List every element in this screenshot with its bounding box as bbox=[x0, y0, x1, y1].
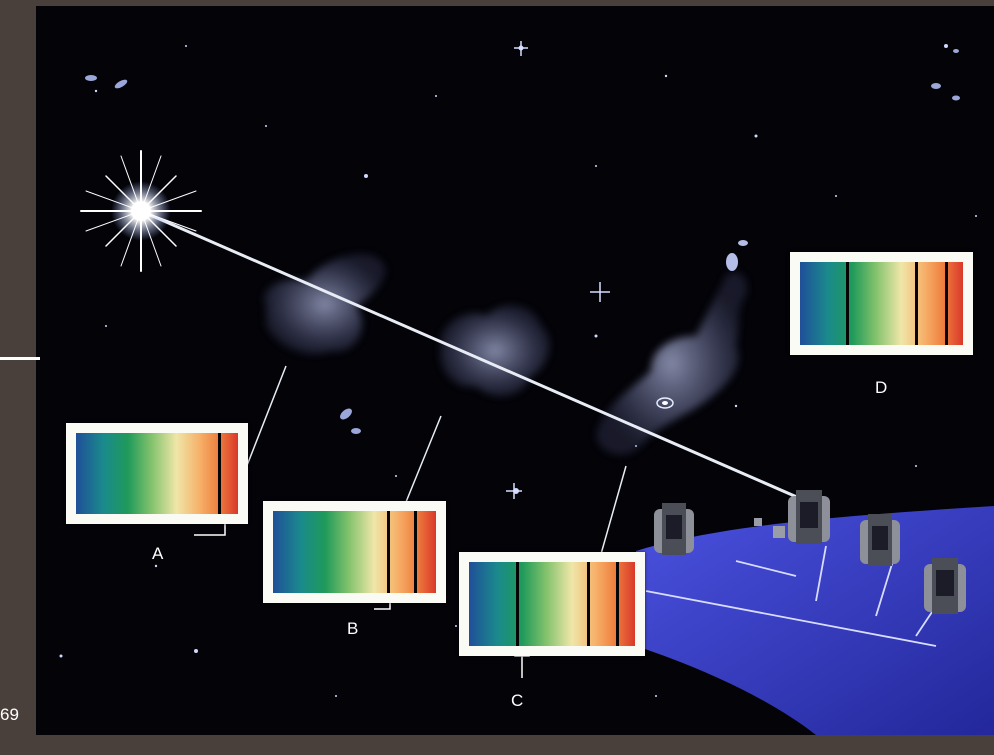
spectrum-d-bar bbox=[800, 262, 963, 345]
spectrum-c bbox=[459, 552, 645, 656]
spectrum-c-label: C bbox=[511, 691, 524, 710]
spectrum-a-bar bbox=[76, 433, 238, 514]
side-rule bbox=[0, 357, 40, 360]
spectrum-a bbox=[66, 423, 248, 524]
spectrum-d-label: D bbox=[875, 378, 888, 397]
illustration-frame: A B C D bbox=[36, 6, 994, 735]
absorption-line bbox=[587, 562, 590, 646]
gas-cloud-icon bbox=[264, 253, 747, 455]
sparkle-star bbox=[506, 41, 610, 499]
spectrum-c-bar bbox=[469, 562, 635, 646]
absorption-line bbox=[945, 262, 948, 345]
page-number: 69 bbox=[0, 705, 19, 724]
sight-line bbox=[140, 209, 807, 503]
spectrum-a-label: A bbox=[152, 544, 164, 563]
spectrum-b-bar bbox=[273, 511, 436, 593]
absorption-line bbox=[616, 562, 619, 646]
absorption-line bbox=[915, 262, 918, 345]
galaxy-icon bbox=[656, 240, 748, 409]
telescope-icon bbox=[654, 490, 966, 614]
absorption-line bbox=[846, 262, 849, 345]
absorption-line bbox=[387, 511, 390, 593]
spectrum-d bbox=[790, 252, 973, 355]
spectrum-b-label: B bbox=[347, 619, 359, 638]
absorption-line bbox=[218, 433, 221, 514]
quasar-star-icon bbox=[80, 150, 202, 272]
absorption-line bbox=[516, 562, 519, 646]
cloud-connector-lines bbox=[245, 365, 627, 555]
spectrum-b bbox=[263, 501, 446, 603]
absorption-line bbox=[414, 511, 417, 593]
distant-galaxies bbox=[85, 49, 960, 434]
space-scene bbox=[59, 41, 994, 735]
